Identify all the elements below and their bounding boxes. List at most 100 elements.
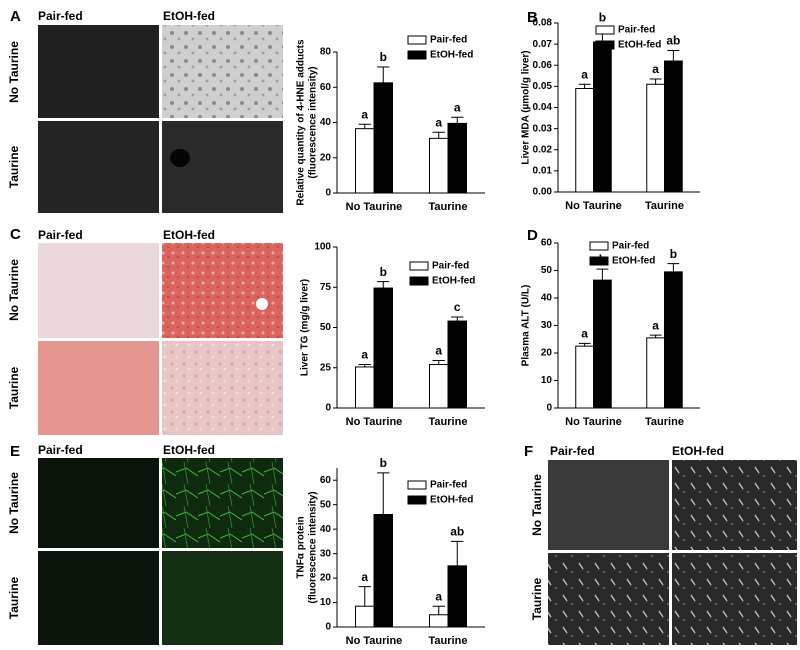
y-tick-label: 60	[320, 82, 332, 93]
row-label: Taurine	[7, 145, 21, 188]
significance-letter: a	[361, 570, 368, 584]
y-tick-label: 20	[320, 152, 332, 163]
legend-label: EtOH-fed	[612, 256, 655, 267]
y-tick-label: 25	[320, 362, 332, 373]
row-label: No Taurine	[7, 259, 21, 321]
significance-letter: a	[652, 318, 659, 332]
y-tick-label: 0.08	[533, 18, 553, 29]
x-tick-label: Taurine	[429, 416, 468, 428]
column-label: Pair-fed	[38, 9, 83, 23]
bar	[575, 345, 594, 409]
legend-swatch	[595, 25, 615, 35]
row-label: Taurine	[7, 576, 21, 619]
micrograph-c	[38, 243, 283, 435]
micrograph-e	[38, 458, 283, 645]
bar	[355, 366, 375, 409]
y-tick-label: 0	[325, 403, 331, 414]
y-tick-label: 0.04	[533, 102, 553, 113]
y-axis-label: (fluorescence intensity)	[308, 491, 319, 603]
y-tick-label: 0.01	[533, 166, 553, 177]
column-label: EtOH-fed	[163, 443, 215, 457]
legend-swatch	[407, 495, 427, 505]
panel-letter: E	[10, 443, 20, 460]
y-tick-label: 40	[320, 117, 332, 128]
panel-letter: A	[10, 8, 21, 25]
y-tick-label: 100	[314, 242, 331, 253]
error-bar	[578, 83, 591, 89]
y-tick-label: 0.03	[533, 123, 553, 134]
legend-label: Pair-fed	[432, 261, 469, 272]
bar	[355, 605, 375, 628]
legend-label: EtOH-fed	[432, 276, 475, 287]
y-tick-label: 10	[541, 375, 553, 386]
significance-letter: a	[361, 348, 368, 362]
significance-letter: a	[435, 589, 442, 603]
significance-letter: b	[670, 247, 677, 261]
significance-letter: b	[380, 456, 387, 470]
y-tick-label: 60	[320, 475, 332, 486]
y-tick-label: 60	[541, 238, 553, 249]
significance-letter: a	[435, 344, 442, 358]
legend-swatch	[409, 276, 429, 286]
legend-label: EtOH-fed	[618, 40, 661, 51]
panel-letter: D	[527, 227, 538, 244]
bar	[447, 122, 467, 194]
significance-letter: b	[599, 10, 606, 24]
y-tick-label: 0	[325, 188, 331, 199]
legend-swatch	[409, 261, 429, 271]
bar	[575, 87, 594, 193]
y-axis-label: (fluorescence intensity)	[308, 66, 319, 178]
significance-letter: a	[454, 100, 461, 114]
legend-label: EtOH-fed	[430, 495, 473, 506]
y-tick-label: 0.00	[533, 187, 553, 198]
y-tick-label: 0	[325, 622, 331, 633]
bar	[593, 41, 612, 193]
legend-label: Pair-fed	[430, 35, 467, 46]
row-label: Taurine	[530, 577, 544, 620]
legend-swatch	[407, 35, 427, 45]
error-bar	[596, 268, 609, 281]
y-tick-label: 50	[320, 499, 332, 510]
error-bar	[358, 123, 371, 129]
legend-swatch	[589, 241, 609, 251]
y-axis-label: Relative quantity of 4-HNE adducts	[296, 39, 307, 206]
panel-letter: F	[524, 443, 533, 460]
row-label: No Taurine	[530, 474, 544, 536]
significance-letter: a	[581, 327, 588, 341]
error-bar	[432, 131, 445, 139]
y-tick-label: 10	[320, 597, 332, 608]
legend-label: Pair-fed	[618, 25, 655, 36]
y-axis-label: Liver TG (mg/g liver)	[300, 279, 311, 376]
column-label: Pair-fed	[550, 444, 595, 458]
legend-label: EtOH-fed	[430, 50, 473, 61]
y-axis-label: Plasma ALT (U/L)	[521, 285, 532, 367]
error-bar	[451, 316, 464, 322]
y-tick-label: 0	[546, 403, 552, 414]
row-label: No Taurine	[7, 472, 21, 534]
y-tick-label: 0.05	[533, 81, 553, 92]
y-tick-label: 50	[541, 265, 553, 276]
significance-letter: b	[380, 50, 387, 64]
y-axis-label: Liver MDA (µmol/g liver)	[521, 50, 532, 164]
column-label: EtOH-fed	[672, 444, 724, 458]
bar	[355, 128, 375, 194]
legend-swatch	[407, 480, 427, 490]
x-tick-label: Taurine	[429, 201, 468, 213]
significance-letter: c	[454, 300, 461, 314]
error-bar	[377, 281, 390, 289]
bar	[373, 82, 393, 194]
significance-letter: a	[581, 67, 588, 81]
error-bar	[358, 364, 371, 367]
bar	[429, 137, 449, 194]
y-tick-label: 20	[541, 348, 553, 359]
panel-letter: B	[527, 9, 538, 26]
y-tick-label: 40	[320, 524, 332, 535]
bar	[447, 320, 467, 409]
legend-swatch	[595, 40, 615, 50]
error-bar	[649, 334, 662, 338]
column-label: EtOH-fed	[163, 9, 215, 23]
y-tick-label: 0.07	[533, 39, 553, 50]
bar	[646, 337, 665, 409]
column-label: Pair-fed	[38, 228, 83, 242]
